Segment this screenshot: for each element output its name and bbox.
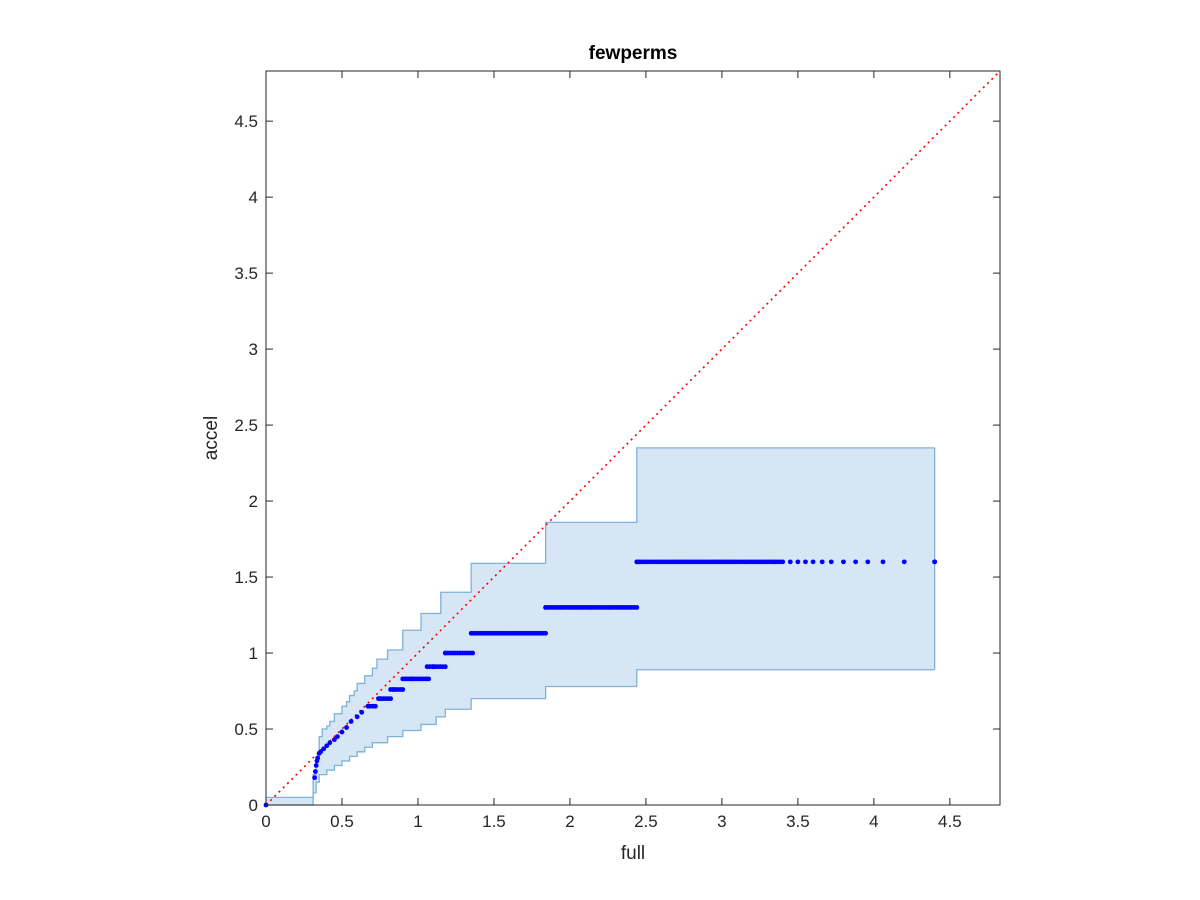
y-tick-label: 4.5 [234,112,258,131]
data-point [318,749,324,755]
data-point [354,714,360,720]
data-point [853,559,859,565]
x-tick-label: 2.5 [634,812,658,831]
band-lower-edge [266,669,935,806]
data-point [470,650,476,656]
y-tick-label: 3 [249,340,258,359]
data-point [819,559,825,565]
data-point [880,559,886,565]
x-tick-label: 1 [413,812,422,831]
y-axis-label: accel [201,416,222,460]
x-tick-label: 4.5 [938,812,962,831]
data-point [339,729,345,735]
identity-line [265,70,1001,806]
chart-title: fewperms [589,43,678,64]
data-point [865,559,871,565]
band-fill [266,447,935,805]
scatter-series [263,559,938,808]
x-tick-label: 3.5 [786,812,810,831]
x-tick-label: 0.5 [330,812,354,831]
data-point [787,559,793,565]
data-point [388,696,394,702]
x-tick-label: 4 [869,812,878,831]
data-point [901,559,907,565]
data-point [344,725,349,730]
y-tick-label: 0.5 [234,720,258,739]
x-tick-label: 2 [565,812,574,831]
data-point [795,559,801,565]
data-point [426,676,432,682]
data-point [312,769,318,774]
data-point [543,630,549,636]
data-point [400,687,406,692]
y-tick-label: 0 [249,796,258,815]
plot-frame [265,70,1001,806]
data-point [313,763,319,768]
data-point [810,559,816,565]
data-point [315,755,321,761]
identity-line-path [265,70,1001,806]
data-point [841,559,846,565]
x-tick-label: 3 [717,812,726,831]
band-upper-edge [266,447,935,799]
data-point [324,743,330,749]
data-point [335,734,340,740]
data-point [373,703,378,709]
data-point [312,775,318,781]
y-tick-label: 3.5 [234,264,258,283]
data-point [321,746,327,752]
data-point [803,559,808,565]
y-tick-label: 1 [249,644,258,663]
data-point [348,719,354,724]
y-tick-label: 1.5 [234,568,258,587]
data-point [828,559,834,565]
data-point [327,740,333,746]
confidence-band [266,447,936,806]
x-tick-label: 1.5 [482,812,506,831]
y-tick-label: 4 [249,188,258,207]
data-point [932,559,938,565]
data-point [359,709,365,715]
x-tick-label: 0 [261,812,270,831]
y-tick-label: 2 [249,492,258,511]
y-tick-label: 2.5 [234,416,258,435]
data-point [331,737,337,743]
x-axis-label: full [621,843,645,864]
axis-ticks: 0 0.5 1 1.5 2 2.5 3 3.5 4 4.5 0 0.5 1 1.5 2 2.5 3 3.5 4 4.5 [234,71,1000,831]
data-point [780,559,786,565]
data-point [634,605,640,610]
data-point [442,664,448,670]
